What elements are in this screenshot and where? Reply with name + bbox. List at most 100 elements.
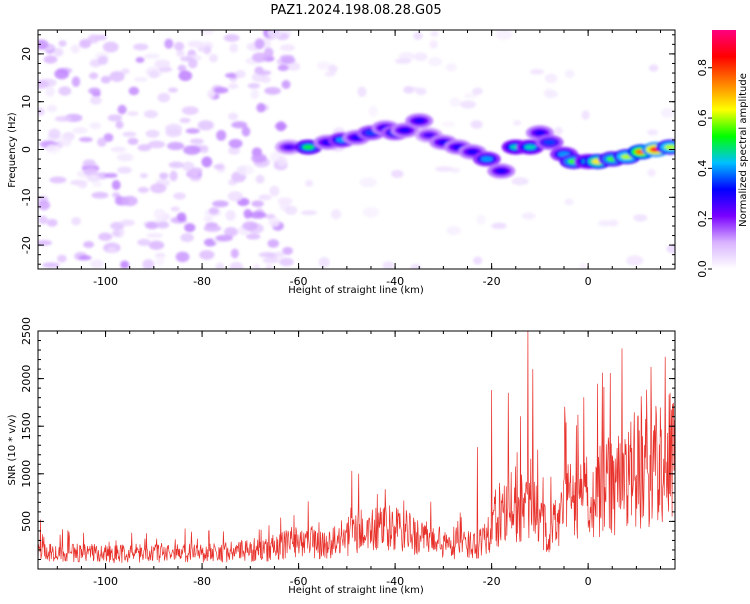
- noise-blob: [470, 120, 483, 129]
- noise-blob: [430, 30, 439, 37]
- noise-blob: [258, 194, 272, 201]
- noise-blob: [43, 55, 58, 64]
- noise-blob: [100, 75, 111, 84]
- noise-blob: [127, 137, 139, 145]
- noise-blob: [242, 221, 259, 231]
- noise-blob: [256, 102, 266, 113]
- noise-blob: [403, 85, 414, 94]
- noise-blob: [137, 238, 151, 246]
- spectrogram-ytick-label: -20: [20, 236, 33, 254]
- snr-xtick-label: -100: [93, 575, 118, 588]
- snr-ytick-label: 2500: [20, 317, 33, 345]
- noise-blob: [45, 144, 61, 154]
- noise-blob: [143, 110, 158, 119]
- noise-blob: [190, 138, 204, 145]
- noise-blob: [103, 133, 114, 142]
- noise-blob: [208, 207, 220, 215]
- noise-blob: [91, 191, 109, 199]
- noise-blob: [282, 246, 293, 255]
- noise-blob: [626, 255, 644, 266]
- noise-blob: [114, 195, 124, 206]
- noise-blob: [148, 70, 160, 79]
- noise-blob: [77, 179, 88, 189]
- noise-blob: [258, 252, 277, 258]
- noise-blob: [104, 172, 118, 178]
- noise-blob: [203, 238, 217, 247]
- noise-blob: [122, 131, 137, 137]
- noise-blob: [133, 43, 149, 51]
- noise-blob: [115, 120, 124, 129]
- noise-blob: [247, 83, 261, 89]
- noise-blob: [243, 209, 252, 219]
- snr-ytick-label: 2000: [20, 365, 33, 393]
- noise-blob: [564, 198, 574, 206]
- noise-blob: [265, 264, 274, 269]
- noise-blob: [228, 83, 239, 90]
- noise-blob: [316, 61, 331, 70]
- noise-blob: [79, 38, 92, 49]
- noise-blob: [199, 250, 215, 260]
- noise-blob: [48, 128, 61, 140]
- noise-blob: [529, 68, 544, 75]
- noise-blob: [156, 221, 170, 229]
- noise-blob: [120, 219, 135, 227]
- noise-blob: [112, 229, 121, 237]
- ridge-core: [466, 149, 479, 155]
- ridge-core: [422, 132, 435, 138]
- noise-blob: [277, 64, 289, 72]
- noise-blob: [154, 59, 171, 69]
- ridge-core: [524, 144, 537, 150]
- noise-blob: [127, 111, 139, 117]
- noise-blob: [268, 217, 280, 227]
- noise-blob: [86, 174, 101, 183]
- noise-blob: [446, 226, 461, 236]
- noise-blob: [449, 97, 461, 107]
- noise-blob: [330, 209, 342, 220]
- noise-blob: [98, 232, 113, 241]
- snr-xtick-label: 0: [585, 575, 592, 588]
- noise-blob: [54, 115, 72, 122]
- ridge-core: [398, 127, 411, 133]
- noise-blob: [472, 87, 483, 95]
- noise-blob: [137, 144, 152, 152]
- noise-blob: [227, 112, 239, 121]
- colorbar-label: Normalized spectral amplitude: [738, 73, 749, 227]
- ridge-core: [480, 156, 493, 162]
- noise-blob: [128, 86, 140, 96]
- colorbar-axes: 0.0 0.2 0.4 0.6 0.8: [696, 59, 712, 278]
- noise-blob: [633, 214, 648, 222]
- noise-blob: [368, 105, 379, 117]
- noise-blob: [88, 87, 101, 95]
- noise-blob: [255, 174, 265, 184]
- noise-blob: [70, 44, 81, 54]
- noise-blob: [391, 169, 404, 179]
- noise-blob: [89, 96, 102, 105]
- noise-blob: [284, 205, 298, 215]
- colorbar-tick-label: 0.2: [696, 210, 709, 228]
- noise-blob: [267, 30, 282, 38]
- noise-blob: [277, 155, 288, 167]
- noise-blob: [38, 215, 48, 225]
- snr-axes: -100 -80 -60 -40 -20 0 500 1000 1500 2000 2500: [20, 317, 675, 588]
- snr-frame: [37, 330, 676, 570]
- noise-blob: [117, 104, 127, 115]
- ridge-core: [495, 168, 508, 174]
- noise-blob: [146, 232, 163, 239]
- spectrogram-xtick-label: -100: [93, 275, 118, 288]
- noise-blob: [229, 261, 244, 269]
- noise-blob: [280, 56, 296, 64]
- noise-blob: [148, 240, 165, 250]
- noise-blob: [133, 76, 148, 82]
- noise-blob: [71, 216, 82, 226]
- noise-blob: [107, 114, 123, 122]
- noise-blob: [224, 227, 238, 237]
- snr-ytick-label: 500: [20, 511, 33, 532]
- ridge-core: [543, 139, 556, 145]
- noise-blob: [328, 65, 338, 72]
- ridge-core: [533, 130, 546, 136]
- noise-blob: [544, 90, 558, 99]
- noise-blob: [181, 106, 199, 115]
- noise-blob: [155, 255, 165, 266]
- snr-series-line: [38, 331, 675, 564]
